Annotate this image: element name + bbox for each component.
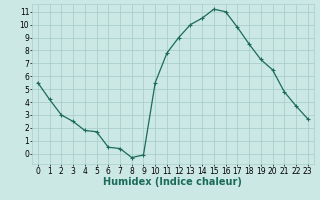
- X-axis label: Humidex (Indice chaleur): Humidex (Indice chaleur): [103, 177, 242, 187]
